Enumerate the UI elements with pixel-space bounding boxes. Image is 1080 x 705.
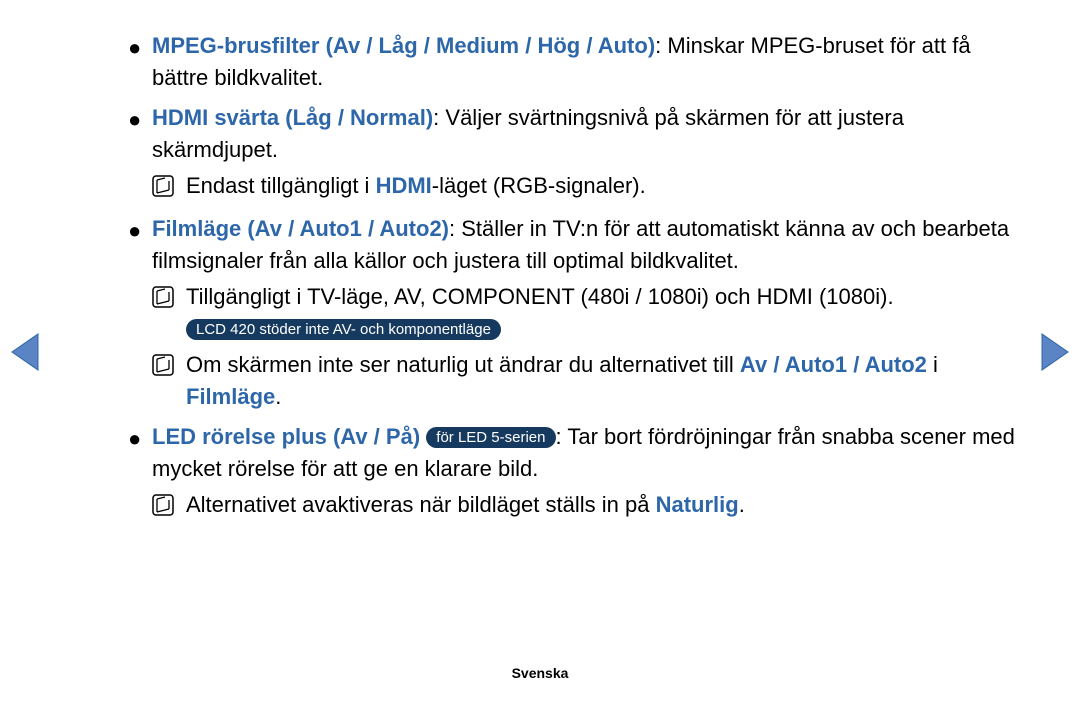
- film-label: Filmläge (Av / Auto1 / Auto2): [152, 216, 449, 241]
- film-note2: Om skärmen inte ser naturlig ut ändrar d…: [128, 349, 1023, 413]
- hdmi-note: Endast tillgängligt i HDMI-läget (RGB-si…: [128, 170, 1023, 206]
- bullet-item-led: ● LED rörelse plus (Av / På) för LED 5-s…: [128, 421, 1023, 525]
- film-note1-pill: LCD 420 stöder inte AV- och komponentläg…: [186, 319, 501, 340]
- content-area: ● MPEG-brusfilter (Av / Låg / Medium / H…: [128, 30, 1023, 532]
- film-note1-pre: Tillgängligt i TV-läge, AV, COMPONENT (4…: [186, 284, 894, 309]
- led-pill: för LED 5-serien: [426, 427, 555, 448]
- led-note-blue: Naturlig: [656, 492, 739, 517]
- film-note2-pre: Om skärmen inte ser naturlig ut ändrar d…: [186, 352, 740, 377]
- hdmi-label: HDMI svärta (Låg / Normal): [152, 105, 433, 130]
- bullet-item-film: ● Filmläge (Av / Auto1 / Auto2): Ställer…: [128, 213, 1023, 412]
- hdmi-note-pre: Endast tillgängligt i: [186, 173, 376, 198]
- note-icon: [152, 353, 174, 385]
- bullet-item-mpeg: ● MPEG-brusfilter (Av / Låg / Medium / H…: [128, 30, 1023, 94]
- bullet-item-hdmi: ● HDMI svärta (Låg / Normal): Väljer svä…: [128, 102, 1023, 206]
- film-note2-blue2: Filmläge: [186, 384, 275, 409]
- nav-next-button[interactable]: [1040, 332, 1070, 377]
- led-note-pre: Alternativet avaktiveras när bildläget s…: [186, 492, 656, 517]
- hdmi-note-post: -läget (RGB-signaler).: [432, 173, 646, 198]
- hdmi-note-blue: HDMI: [376, 173, 432, 198]
- film-note2-mid: i: [927, 352, 938, 377]
- led-note-post: .: [739, 492, 745, 517]
- bullet-dot-icon: ●: [128, 102, 152, 136]
- film-note1: Tillgängligt i TV-läge, AV, COMPONENT (4…: [128, 281, 1023, 345]
- nav-prev-button[interactable]: [10, 332, 40, 377]
- film-note2-post: .: [275, 384, 281, 409]
- note-icon: [152, 174, 174, 206]
- note-icon: [152, 285, 174, 317]
- note-icon: [152, 493, 174, 525]
- led-label: LED rörelse plus (Av / På): [152, 424, 420, 449]
- mpeg-label: MPEG-brusfilter (Av / Låg / Medium / Hög…: [152, 33, 655, 58]
- footer-language: Svenska: [0, 665, 1080, 681]
- film-note2-blue1: Av / Auto1 / Auto2: [740, 352, 927, 377]
- bullet-dot-icon: ●: [128, 30, 152, 64]
- led-note: Alternativet avaktiveras när bildläget s…: [128, 489, 1023, 525]
- bullet-dot-icon: ●: [128, 421, 152, 455]
- bullet-dot-icon: ●: [128, 213, 152, 247]
